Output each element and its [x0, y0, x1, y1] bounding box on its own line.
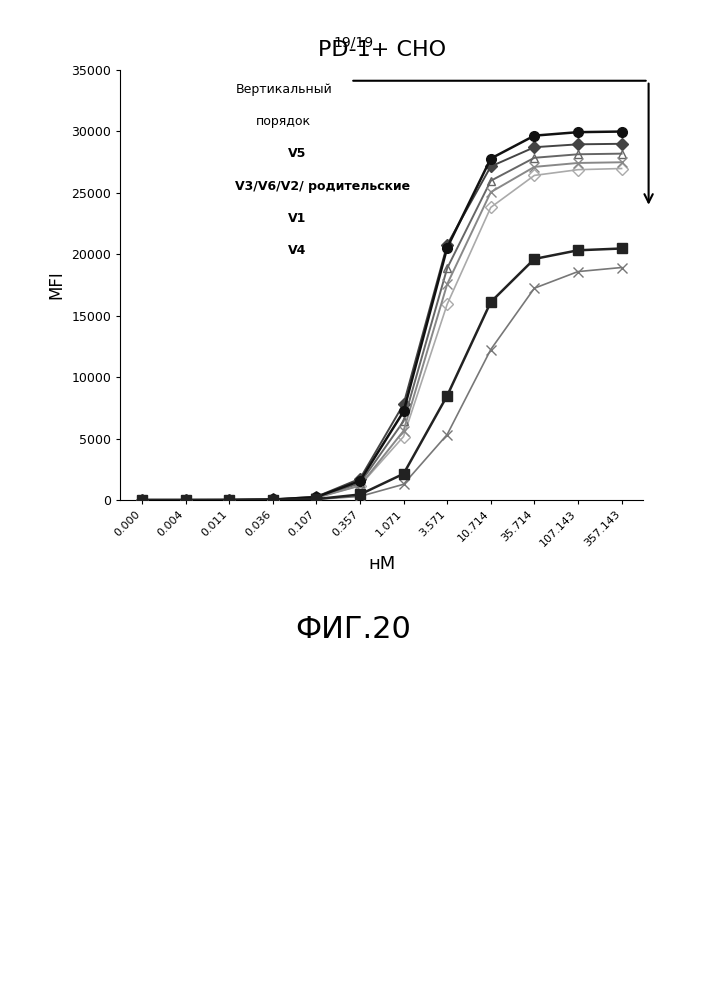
Text: ФИГ.20: ФИГ.20 [296, 615, 411, 645]
Title: PD-1+ CHO: PD-1+ CHO [317, 40, 446, 60]
Text: V5: V5 [288, 147, 306, 160]
Text: 19/19: 19/19 [334, 35, 373, 49]
Text: V4: V4 [288, 244, 306, 257]
Y-axis label: MFI: MFI [48, 271, 66, 299]
Text: Вертикальный: Вертикальный [235, 83, 332, 96]
Text: V1: V1 [288, 212, 306, 225]
X-axis label: нM: нM [368, 555, 395, 573]
Text: V3/V6/V2/ родительские: V3/V6/V2/ родительские [235, 180, 411, 193]
Text: порядок: порядок [256, 115, 311, 128]
